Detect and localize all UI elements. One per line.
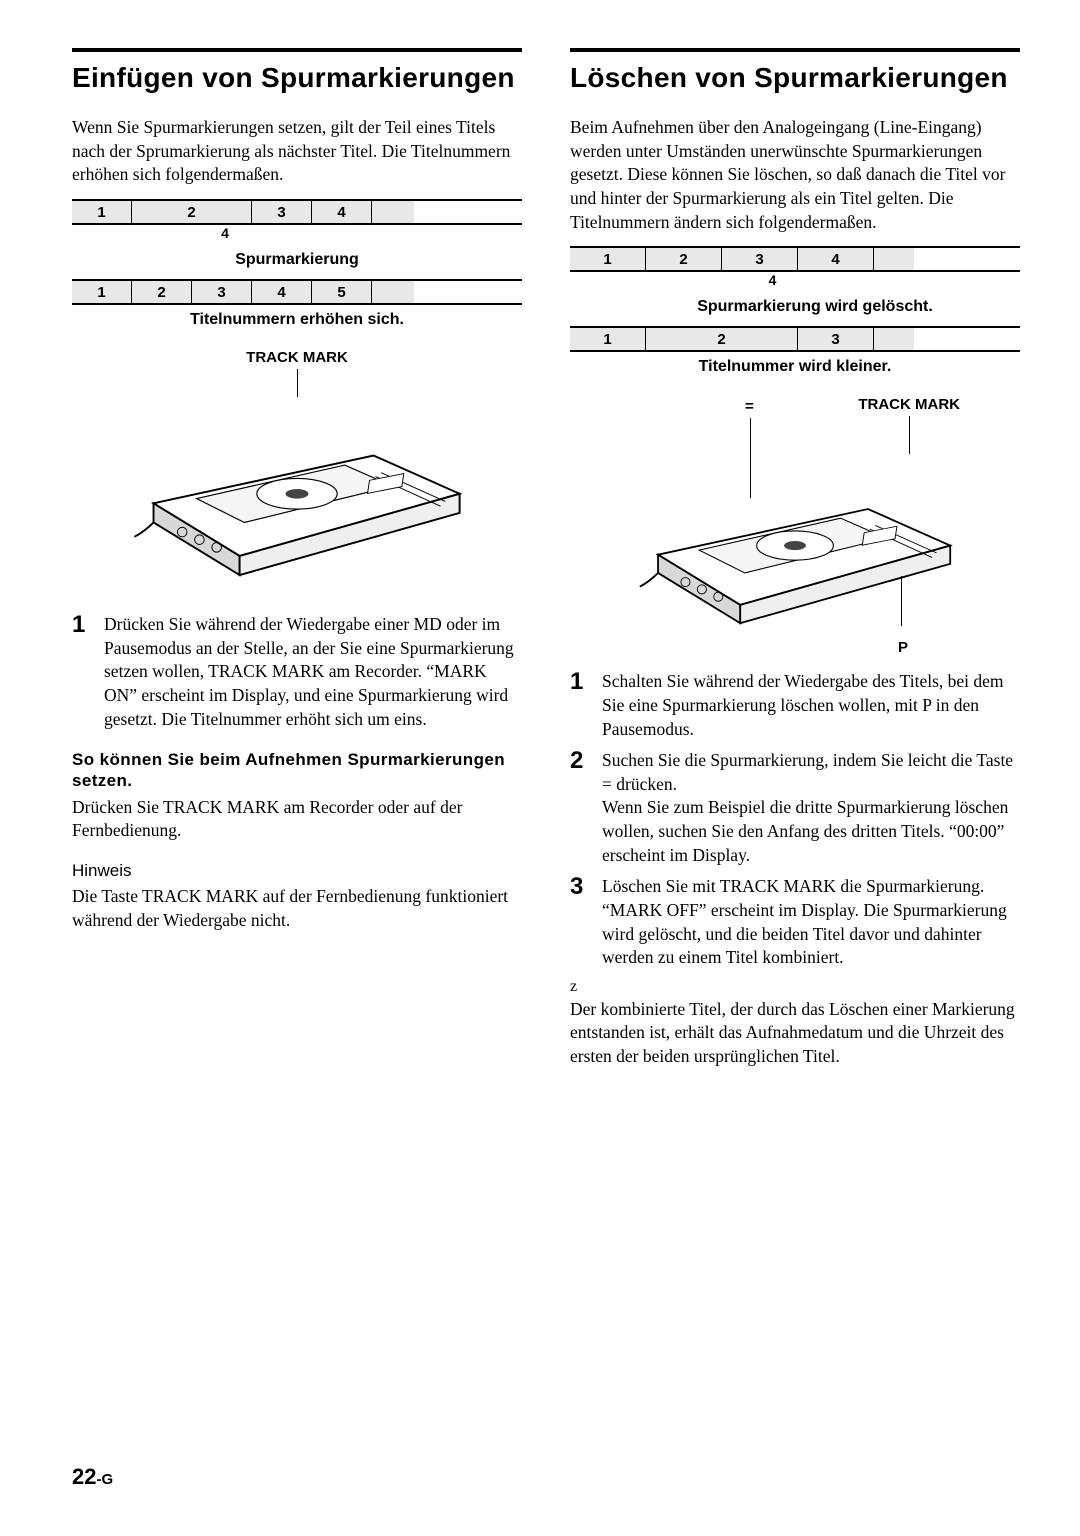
caption-left: Titelnummern erhöhen sich. [72, 311, 522, 329]
device-illustration [72, 379, 522, 599]
track-cell: 1 [72, 201, 132, 223]
intro-right: Beim Aufnehmen über den Analogeingang (L… [570, 116, 1020, 234]
track-cell: 5 [312, 281, 372, 303]
track-mark-label: TRACK MARK [246, 349, 348, 366]
callout-line [901, 576, 902, 626]
left-column: Einfügen von Spurmarkierungen Wenn Sie S… [72, 48, 522, 1081]
sub-para-left: Drücken Sie TRACK MARK am Recorder oder … [72, 796, 522, 843]
z-para: Der kombinierte Titel, der durch das Lös… [570, 998, 1020, 1069]
subheading-left: So können Sie beim Aufnehmen Spurmarkier… [72, 749, 522, 792]
track-cell: 3 [192, 281, 252, 303]
marker-label-left: Spurmarkierung [72, 251, 522, 269]
step-2-right: Suchen Sie die Spurmarkierung, indem Sie… [570, 749, 1020, 867]
device-figure-left: TRACK MARK [72, 349, 522, 599]
track-cell-tail [874, 328, 914, 350]
step-1-right: Schalten Sie während der Wiedergabe des … [570, 670, 1020, 741]
track-cell: 3 [722, 248, 798, 270]
z-marker: z [570, 978, 1020, 996]
section-heading-right: Löschen von Spurmarkierungen [570, 62, 1020, 94]
track-cell: 2 [646, 248, 722, 270]
track-cell: 3 [798, 328, 874, 350]
track-cell: 2 [132, 281, 192, 303]
track-cell: 1 [570, 328, 646, 350]
section-heading-left: Einfügen von Spurmarkierungen [72, 62, 522, 94]
track-cell: 2 [132, 201, 252, 223]
hinweis-heading: Hinweis [72, 861, 522, 881]
right-column: Löschen von Spurmarkierungen Beim Aufneh… [570, 48, 1020, 1081]
section-rule [72, 48, 522, 52]
hinweis-para: Die Taste TRACK MARK auf der Fernbedienu… [72, 885, 522, 932]
intro-left: Wenn Sie Spurmarkierungen setzen, gilt d… [72, 116, 522, 187]
track-table-left-2: 12345 [72, 279, 522, 305]
caption-right: Titelnummer wird kleiner. [570, 358, 1020, 376]
track-cell-tail [372, 281, 414, 303]
marker-wrap-right: 4 [570, 274, 1020, 296]
track-mark-label: TRACK MARK [858, 396, 960, 413]
page-number: 22-G [72, 1464, 113, 1490]
section-rule [570, 48, 1020, 52]
step-1-left: Drücken Sie während der Wiedergabe einer… [72, 613, 522, 731]
track-cell: 4 [312, 201, 372, 223]
page-number-main: 22 [72, 1464, 96, 1489]
p-label: P [898, 639, 908, 656]
device-illustration [570, 436, 1020, 646]
steps-right: Schalten Sie während der Wiedergabe des … [570, 670, 1020, 970]
marker-arrow-icon: 4 [221, 225, 229, 241]
track-table-right-2: 123 [570, 326, 1020, 352]
track-cell: 3 [252, 201, 312, 223]
track-table-left-1: 1234 [72, 199, 522, 225]
track-cell: 1 [570, 248, 646, 270]
page-number-suffix: -G [96, 1471, 113, 1488]
marker-label-right: Spurmarkierung wird gelöscht. [570, 298, 1020, 316]
marker-arrow-icon: 4 [769, 272, 777, 288]
steps-left: Drücken Sie während der Wiedergabe einer… [72, 613, 522, 731]
track-cell-tail [372, 201, 414, 223]
track-cell: 1 [72, 281, 132, 303]
track-cell: 4 [252, 281, 312, 303]
marker-wrap-left: 4 [72, 227, 522, 249]
device-figure-right: TRACK MARK = [570, 396, 1020, 656]
equals-label: = [745, 398, 754, 415]
track-cell: 2 [646, 328, 798, 350]
track-cell-tail [874, 248, 914, 270]
step-3-right: Löschen Sie mit TRACK MARK die Spurmarki… [570, 875, 1020, 970]
track-cell: 4 [798, 248, 874, 270]
track-table-right-1: 1234 [570, 246, 1020, 272]
